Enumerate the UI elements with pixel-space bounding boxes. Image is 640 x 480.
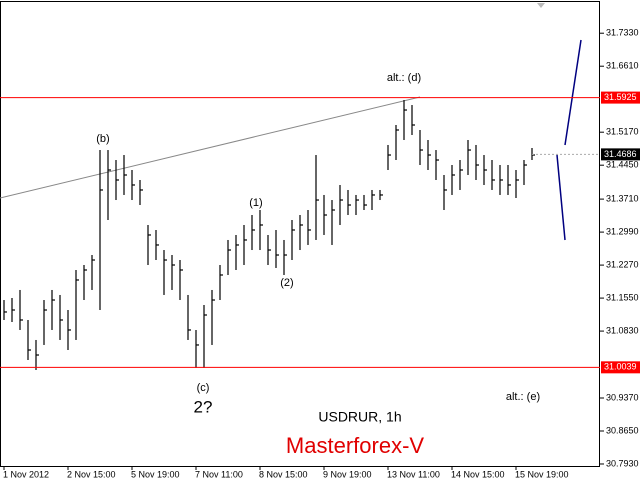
y-tick-label: 31.2270 (606, 259, 639, 269)
wave-label: (2) (280, 277, 293, 289)
y-tick-label: 31.4450 (606, 160, 639, 170)
wave-label: alt.: (e) (506, 391, 540, 403)
y-tick-label: 30.8650 (606, 425, 639, 435)
y-tick-label: 31.7330 (606, 28, 639, 38)
x-tick-label: 13 Nov 11:00 (387, 469, 440, 479)
y-tick-label: 31.0830 (606, 325, 639, 335)
x-tick-label: 5 Nov 19:00 (131, 469, 180, 479)
x-tick-label: 2 Nov 15:00 (67, 469, 116, 479)
x-tick-label: 14 Nov 15:00 (451, 469, 505, 479)
wave-line (556, 154, 566, 241)
level-tag (601, 91, 640, 104)
price-tag (601, 148, 640, 161)
wave-label: alt.: (d) (387, 72, 421, 84)
x-tick-label: 7 Nov 11:00 (195, 469, 243, 479)
symbol-label: USDRUR, 1h (318, 409, 401, 425)
shift-marker (537, 3, 545, 8)
trend-line (0, 96, 421, 199)
level-label: 31.0039 (604, 362, 637, 372)
y-tick-label: 31.3710 (606, 193, 639, 203)
price-label: 31.4686 (604, 149, 637, 159)
y-tick-label: 30.9370 (606, 392, 639, 402)
x-tick-label: 1 Nov 2012 (3, 469, 49, 479)
y-tick-label: 31.2990 (606, 226, 639, 236)
y-tick-label: 31.1550 (606, 292, 639, 302)
wave-label: 2? (194, 397, 213, 416)
level-tag (601, 361, 640, 374)
y-tick-label: 31.6610 (606, 61, 639, 71)
wave-label: (c) (197, 382, 210, 394)
x-tick-label: 9 Nov 19:00 (323, 469, 372, 479)
wave-label: (b) (96, 133, 109, 145)
wave-line (564, 39, 582, 146)
plot-frame (0, 1, 600, 467)
wave-label: (1) (249, 197, 262, 209)
x-tick-label: 15 Nov 19:00 (515, 469, 569, 479)
brand-label: Masterforex-V (286, 433, 424, 458)
y-tick-label: 30.7930 (606, 458, 639, 468)
y-tick-label: 31.5170 (606, 127, 639, 137)
x-tick-label: 8 Nov 15:00 (259, 469, 308, 479)
level-label: 31.5925 (604, 92, 637, 102)
